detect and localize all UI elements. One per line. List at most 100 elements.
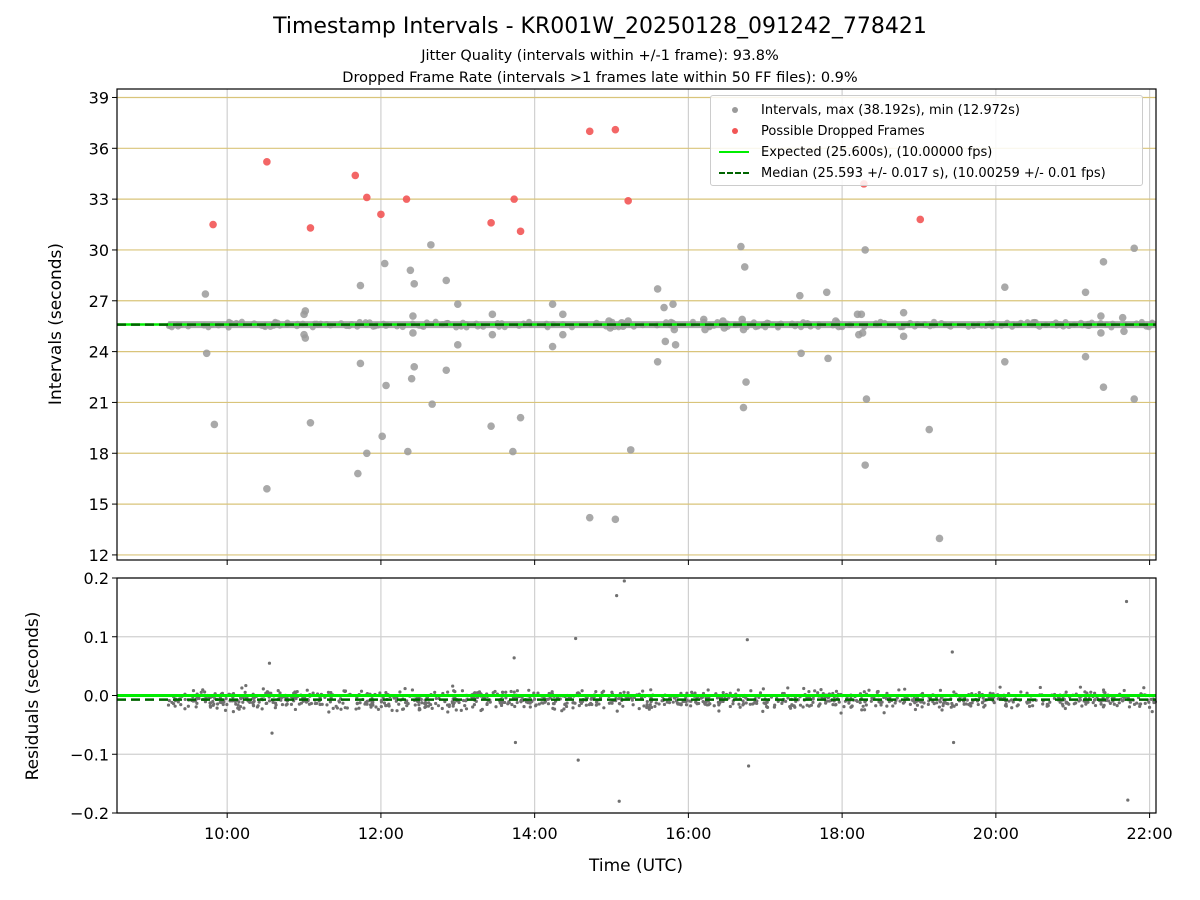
residual-point	[473, 691, 477, 695]
residual-point	[1126, 798, 1130, 802]
residual-point	[862, 708, 867, 712]
residual-point	[299, 701, 304, 705]
residual-point	[510, 702, 514, 707]
residual-point	[645, 703, 649, 707]
residual-point	[699, 696, 703, 700]
residual-point	[805, 703, 809, 707]
residual-point	[875, 690, 879, 695]
residual-point	[653, 704, 657, 709]
residual-point	[950, 650, 954, 654]
residual-point	[915, 703, 920, 707]
residual-point	[546, 702, 551, 706]
residual-point	[403, 686, 407, 691]
residual-point	[166, 703, 171, 707]
residual-point	[464, 707, 469, 711]
residual-point	[813, 689, 817, 693]
interval-point	[739, 325, 748, 334]
residual-point	[897, 688, 901, 692]
residual-point	[434, 696, 438, 701]
interval-point	[225, 324, 232, 331]
residual-point	[675, 701, 679, 705]
residual-point	[580, 689, 584, 693]
residual-point	[667, 701, 672, 705]
residual-point	[251, 696, 255, 701]
residual-point	[499, 703, 504, 708]
interval-point	[356, 281, 365, 290]
residual-point	[1011, 700, 1015, 704]
residual-point	[199, 690, 203, 694]
residual-point	[576, 758, 580, 762]
x-tick-label: 16:00	[665, 824, 711, 843]
residual-point	[738, 705, 742, 709]
interval-point	[797, 349, 805, 358]
residual-point	[642, 704, 646, 708]
x-tick-label: 22:00	[1127, 824, 1173, 843]
interval-point	[559, 310, 567, 319]
residual-point	[573, 701, 577, 705]
residual-point	[630, 698, 634, 702]
residual-point	[382, 701, 386, 705]
residual-point	[1091, 701, 1095, 705]
legend-line-expected	[719, 151, 749, 153]
interval-point	[931, 318, 938, 325]
legend-line-median	[719, 172, 749, 174]
residual-point	[648, 703, 652, 707]
interval-point	[548, 342, 557, 351]
residual-point	[788, 706, 793, 710]
residual-point	[981, 696, 985, 700]
interval-point	[899, 308, 908, 317]
residual-point	[512, 690, 516, 694]
residual-point	[548, 696, 552, 700]
residual-point	[594, 690, 598, 694]
residual-point	[816, 691, 820, 695]
residual-point	[761, 709, 765, 714]
residual-point	[242, 706, 246, 710]
residual-point	[525, 700, 529, 704]
residual-point	[267, 699, 272, 703]
residual-point	[1142, 686, 1146, 690]
dropped-frame-point	[487, 219, 495, 227]
top-y-tick-label: 12	[89, 546, 109, 565]
residual-point	[891, 704, 895, 708]
interval-point	[442, 366, 451, 375]
residual-point	[513, 740, 518, 745]
interval-point	[1099, 383, 1108, 391]
interval-point	[488, 330, 497, 339]
bottom-y-tick-label: 0.2	[84, 569, 109, 588]
residual-point	[337, 699, 341, 703]
residual-point	[276, 689, 280, 693]
x-tick-label: 12:00	[358, 824, 404, 843]
residual-point	[903, 687, 907, 691]
interval-point	[669, 300, 677, 308]
legend-item-intervals: Intervals, max (38.192s), min (12.972s)	[717, 100, 1020, 120]
residual-point	[1112, 702, 1116, 706]
interval-point	[671, 341, 680, 349]
residual-point	[854, 698, 859, 703]
residual-point	[908, 702, 912, 707]
residual-point	[1132, 702, 1137, 706]
residual-point	[576, 691, 580, 695]
residual-point	[390, 708, 394, 713]
residual-point	[528, 705, 532, 709]
residual-point	[898, 699, 902, 703]
interval-point	[660, 303, 668, 312]
residual-point	[419, 697, 423, 701]
residual-point	[617, 696, 621, 701]
interval-point	[380, 259, 389, 268]
residual-point	[239, 697, 243, 701]
residual-point	[236, 703, 240, 707]
residual-point	[1063, 706, 1067, 711]
interval-point	[626, 446, 635, 454]
residual-point	[1099, 702, 1103, 706]
residual-point	[401, 707, 405, 711]
residual-point	[1007, 699, 1011, 703]
residual-point	[446, 710, 450, 714]
residual-point	[331, 706, 335, 710]
residual-point	[211, 699, 215, 704]
residual-point	[1030, 704, 1035, 708]
interval-point	[407, 374, 416, 383]
legend-label-dropped: Possible Dropped Frames	[761, 123, 925, 139]
interval-point	[861, 461, 869, 469]
residual-point	[320, 702, 324, 706]
dropped-frame-point	[263, 158, 271, 166]
